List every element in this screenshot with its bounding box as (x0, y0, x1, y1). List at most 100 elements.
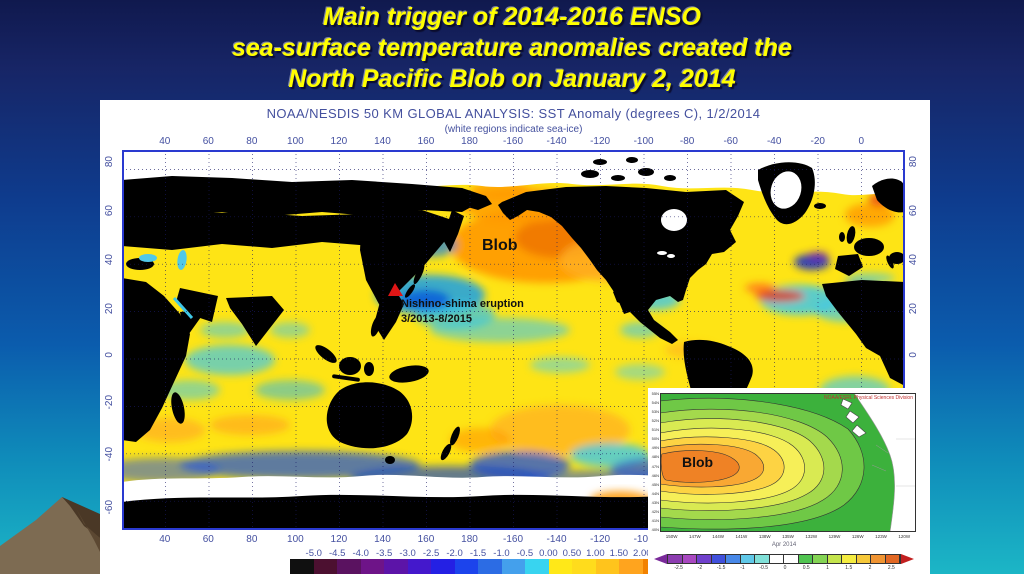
inset-colorbar-cell (842, 555, 857, 563)
blob-label-main: Blob (482, 237, 518, 254)
inset-lat-tick: 41N (651, 517, 659, 523)
lon-tick-label: 100 (287, 136, 304, 147)
lat-tick-label: 60 (908, 204, 919, 217)
lon-tick-label: 100 (287, 534, 304, 545)
colorbar-tick-label: -3.5 (375, 548, 393, 559)
inset-colorbar-cell (740, 555, 755, 563)
inset-lat-tick: 45N (651, 481, 659, 487)
colorbar-tick-label: -4.5 (329, 548, 346, 559)
inset-colorbar-tick-label: -1 (740, 565, 745, 571)
lon-tick-label: 120 (330, 534, 348, 545)
lat-tick-label: 80 (908, 156, 919, 168)
lon-tick-label: -140 (546, 534, 567, 545)
lon-tick-label: 40 (159, 136, 171, 147)
colorbar-cell (548, 559, 572, 574)
lon-tick-label: -60 (723, 136, 738, 147)
colorbar-tick-label: -4.0 (352, 548, 369, 559)
sst-colorbar-labels: -5.0 -4.5 -4.0 -3.5 -3.0 -2.5 -2.0 -1.5 -1.0 -0.5… (302, 548, 654, 559)
colorbar-tick-label: -1.5 (469, 548, 487, 559)
lon-tick-label: 80 (246, 136, 258, 147)
map-subheading: (white regions indicate sea-ice) (444, 124, 583, 135)
colorbar-cell (384, 559, 408, 574)
lon-tick-label: -140 (546, 136, 567, 147)
inset-lon-tick: 141W (735, 534, 748, 539)
inset-colorbar-tick-label: 1.5 (845, 565, 853, 571)
inset-lat-tick: 52N (651, 418, 659, 424)
inset-lon-tick: 120W (898, 534, 911, 539)
lat-tick-label: 20 (908, 302, 919, 314)
inset-colorbar-cell (813, 555, 828, 563)
blob-inset-panel: NOAA/ESRL Physical Sciences Division Blo… (648, 388, 920, 574)
lon-tick-label: -120 (590, 136, 611, 147)
inset-colorbar-tick-label: 2 (868, 565, 872, 571)
colorbar-cell (407, 559, 431, 574)
blob-label-inset: Blob (682, 454, 714, 470)
inset-colorbar-cell (711, 555, 726, 563)
inset-colorbar-cell (769, 555, 784, 563)
colorbar-cell (337, 559, 361, 574)
lat-tick-label: -20 (104, 395, 115, 410)
inset-lat-tick: 43N (651, 499, 659, 505)
inset-colorbar-cell (682, 555, 697, 563)
inset-latitude-axis: 55N 54N 53N 52N 51N 50N 49N 48N 47N 46N 45N 44N 43N 4… (648, 391, 659, 532)
slide-title-line3: North Pacific Blob on January 2, 2014 (288, 65, 736, 93)
inset-lat-tick: 51N (651, 427, 659, 433)
inset-lat-tick: 49N (651, 445, 659, 451)
inset-colorbar-labels: -2.5 -2 -1.5 -1 -0.5 0 0.5 1 1.5 2 2.5 (668, 565, 902, 571)
inset-lat-tick: 53N (651, 409, 659, 415)
eruption-annotation-line1: Nishino-shima eruption (401, 298, 524, 310)
inset-colorbar-cell (784, 555, 799, 563)
inset-colorbar-cell (871, 555, 886, 563)
map-heading: NOAA/NESDIS 50 KM GLOBAL ANALYSIS: SST A… (266, 106, 761, 121)
lat-tick-label: 80 (104, 156, 115, 168)
lon-tick-label: -100 (633, 534, 654, 545)
inset-colorbar-tick-label: -2.5 (674, 565, 683, 571)
colorbar-right-arrow (901, 554, 914, 564)
lon-tick-label: -100 (633, 136, 654, 147)
inset-lat-tick: 55N (651, 391, 659, 396)
colorbar-cell (619, 559, 643, 574)
lat-tick-label: 0 (104, 351, 115, 358)
colorbar-cell (454, 559, 478, 574)
lon-tick-label: 80 (246, 534, 258, 545)
colorbar-tick-label: 0.00 (539, 548, 558, 559)
inset-colorbar-tick-label: 2.5 (887, 565, 895, 571)
lon-tick-label: 180 (461, 534, 478, 545)
sst-colorbar (290, 559, 666, 574)
lon-tick-label: 140 (374, 534, 391, 545)
inset-colorbar-cell (856, 555, 871, 563)
lon-tick-label: 60 (202, 534, 214, 545)
lon-tick-label: 60 (202, 136, 214, 147)
inset-lat-tick: 48N (651, 454, 659, 460)
colorbar-cell (290, 559, 314, 574)
inset-colorbar-tick-label: -1.5 (716, 565, 726, 571)
lat-tick-label: -60 (104, 499, 115, 514)
colorbar-cell (595, 559, 619, 574)
lon-tick-label: -160 (503, 136, 524, 147)
colorbar-tick-label: 0.50 (562, 548, 582, 559)
inset-lat-tick: 40N (651, 526, 659, 532)
inset-lon-tick: 150W (665, 534, 678, 539)
inset-colorbar-cell (827, 555, 842, 563)
lon-tick-label: 140 (374, 136, 391, 147)
lat-tick-label: 60 (104, 204, 115, 217)
lon-tick-label: 180 (461, 136, 478, 147)
inset-lon-tick: 123W (875, 534, 887, 539)
inset-lat-tick: 54N (651, 400, 659, 406)
inset-colorbar-tick-label: 1 (826, 565, 829, 571)
inset-colorbar-tick-label: -2 (697, 565, 703, 571)
colorbar-left-arrow (654, 554, 667, 564)
colorbar-cell (525, 559, 549, 574)
inset-lon-tick: 135W (782, 534, 794, 539)
inset-lat-tick: 44N (651, 490, 659, 496)
blob-contour-map (660, 393, 916, 532)
longitude-axis-top: 40 60 80 100 120 140 160 180 -160 -140 -120 -100 -80… (143, 136, 883, 148)
latitude-axis-left: 80 60 40 20 0 -20 -40 -60 (104, 156, 118, 514)
colorbar-tick-label: -2.0 (446, 548, 463, 559)
colorbar-tick-label: 2.00 (633, 548, 652, 559)
colorbar-tick-label: -3.0 (399, 548, 416, 559)
lon-tick-label: 160 (417, 534, 435, 545)
colorbar-cell (478, 559, 502, 574)
inset-colorbar-cell (697, 555, 712, 563)
